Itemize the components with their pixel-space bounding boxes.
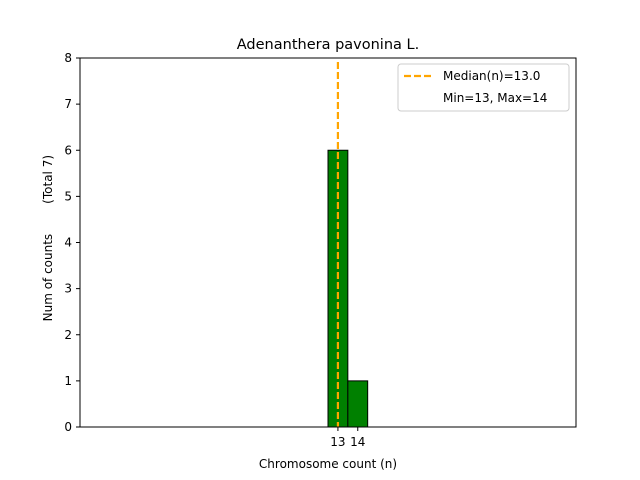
x-tick-label: 14: [350, 435, 365, 449]
chart-title: Adenanthera pavonina L.: [237, 37, 419, 53]
y-tick-label: 4: [64, 236, 72, 250]
x-axis-ticks: 13 14: [330, 427, 365, 449]
legend: Median(n)=13.0 Min=13, Max=14: [397, 63, 570, 112]
y-axis-label: Num of counts (Total 7): [41, 136, 55, 348]
y-tick-label: 8: [64, 51, 72, 65]
y-tick-label: 1: [64, 374, 72, 388]
legend-entry-median: Median(n)=13.0: [443, 69, 540, 83]
bars-group: [327, 149, 369, 428]
y-tick-label: 7: [64, 97, 72, 111]
y-tick-label: 0: [64, 420, 72, 434]
legend-box: [397, 63, 570, 112]
y-axis-label-note: (Total 7): [41, 155, 55, 204]
y-tick-label: 6: [64, 143, 72, 157]
y-tick-label: 5: [64, 189, 72, 203]
bar-14: [347, 380, 369, 428]
y-tick-label: 3: [64, 282, 72, 296]
legend-entry-minmax: Min=13, Max=14: [443, 91, 547, 105]
y-axis-label-group: Num of counts (Total 7): [41, 136, 55, 348]
y-tick-label: 2: [64, 328, 72, 342]
x-axis-label: Chromosome count (n): [259, 457, 397, 471]
x-tick-label: 13: [330, 435, 345, 449]
y-axis-ticks: 0 1 2 3 4 5 6 7 8: [64, 51, 80, 434]
y-axis-label-main: Num of counts: [41, 234, 55, 322]
